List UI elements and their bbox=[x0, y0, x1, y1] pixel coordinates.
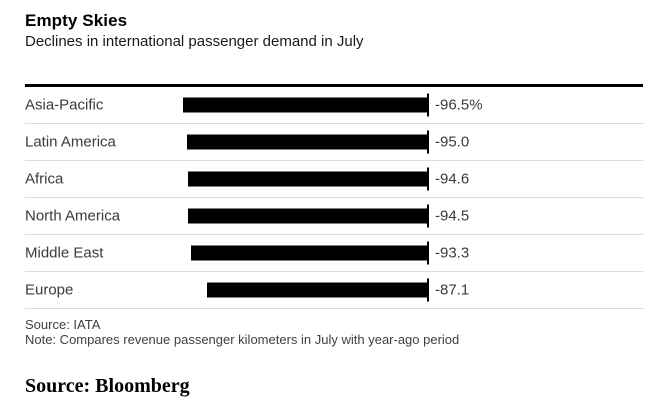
bar-row: North America -94.5 bbox=[25, 198, 643, 235]
value-label: -87.1 bbox=[435, 281, 470, 299]
category-label: Africa bbox=[25, 170, 64, 188]
category-label: Asia-Pacific bbox=[25, 96, 104, 114]
category-label: Middle East bbox=[25, 244, 104, 262]
value-label: -95.0 bbox=[435, 133, 470, 151]
footnotes: Source: IATA Note: Compares revenue pass… bbox=[25, 317, 643, 347]
chart-title: Empty Skies bbox=[25, 11, 128, 30]
bar-row: Europe -87.1 bbox=[25, 272, 643, 309]
bar-row: Latin America -95.0 bbox=[25, 124, 643, 161]
bar-row: Asia-Pacific -96.5% bbox=[25, 87, 643, 124]
bar bbox=[191, 245, 427, 261]
value-label: -93.3 bbox=[435, 244, 470, 262]
zero-baseline-tick bbox=[427, 93, 429, 117]
zero-baseline-tick bbox=[427, 167, 429, 191]
bar bbox=[182, 97, 427, 113]
category-label: North America bbox=[25, 207, 121, 225]
value-label: -96.5% bbox=[435, 96, 483, 114]
bloomberg-source-caption: Source: Bloomberg bbox=[25, 375, 190, 397]
value-label: -94.6 bbox=[435, 170, 470, 188]
bar bbox=[187, 171, 427, 187]
zero-baseline-tick bbox=[427, 204, 429, 228]
zero-baseline-tick bbox=[427, 241, 429, 265]
bar-row: Africa -94.6 bbox=[25, 161, 643, 198]
zero-baseline-tick bbox=[427, 130, 429, 154]
bar bbox=[206, 282, 427, 298]
method-note: Note: Compares revenue passenger kilomet… bbox=[25, 332, 460, 347]
bar bbox=[187, 208, 427, 224]
value-label: -94.5 bbox=[435, 207, 470, 225]
source-note: Source: IATA bbox=[25, 317, 101, 332]
bar bbox=[186, 134, 427, 150]
zero-baseline-tick bbox=[427, 278, 429, 302]
category-label: Europe bbox=[25, 281, 74, 299]
chart-subtitle: Declines in international passenger dema… bbox=[25, 33, 364, 50]
bar-chart: Asia-Pacific -96.5% Latin America -95.0 … bbox=[25, 87, 643, 309]
category-label: Latin America bbox=[25, 133, 116, 151]
top-axis-rule bbox=[25, 84, 643, 87]
bar-row: Middle East -93.3 bbox=[25, 235, 643, 272]
